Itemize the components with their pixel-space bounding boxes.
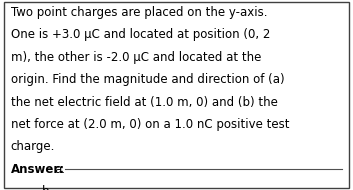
Text: One is +3.0 μC and located at position (0, 2: One is +3.0 μC and located at position (… — [11, 28, 270, 41]
Text: origin. Find the magnitude and direction of (a): origin. Find the magnitude and direction… — [11, 73, 284, 86]
Text: b.: b. — [42, 185, 53, 190]
Text: Answer:: Answer: — [11, 163, 65, 176]
FancyBboxPatch shape — [4, 2, 349, 188]
Text: Two point charges are placed on the y-axis.: Two point charges are placed on the y-ax… — [11, 6, 267, 19]
Text: m), the other is -2.0 μC and located at the: m), the other is -2.0 μC and located at … — [11, 51, 261, 64]
Text: the net electric field at (1.0 m, 0) and (b) the: the net electric field at (1.0 m, 0) and… — [11, 96, 277, 108]
Text: a.: a. — [55, 163, 66, 176]
Text: charge.: charge. — [11, 140, 55, 153]
Text: net force at (2.0 m, 0) on a 1.0 nC positive test: net force at (2.0 m, 0) on a 1.0 nC posi… — [11, 118, 289, 131]
